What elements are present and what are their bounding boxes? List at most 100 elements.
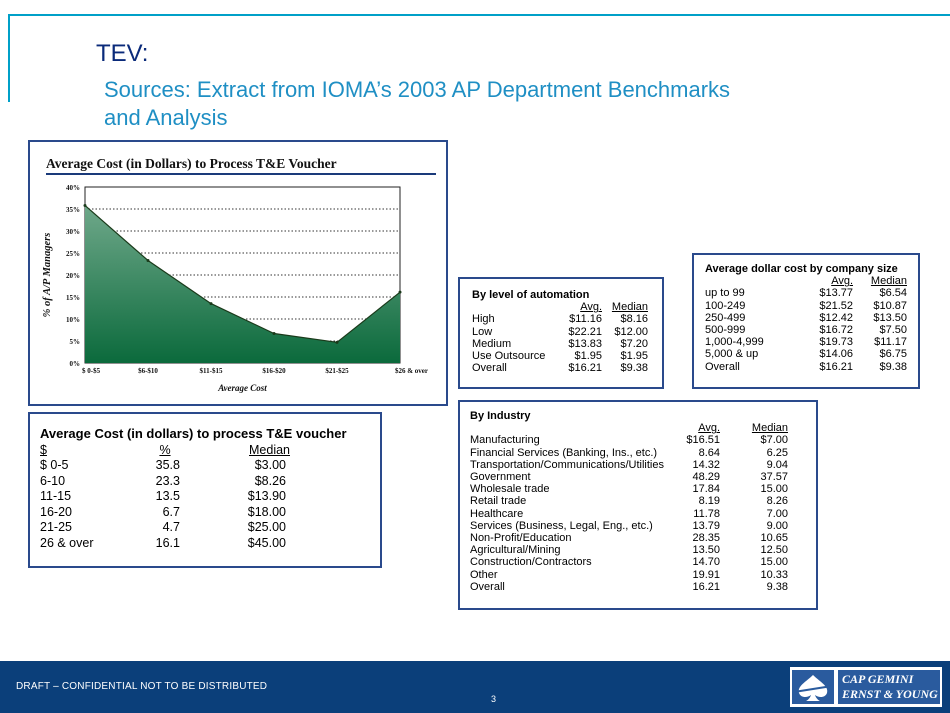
cell-median: $9.38 <box>879 360 907 373</box>
cell-median: 37.57 <box>760 471 788 483</box>
header-median: Median <box>751 422 788 435</box>
logo-line-1: CAP GEMINI <box>842 672 914 686</box>
cell-label: Wholesale trade <box>470 483 550 496</box>
cell-median: $7.20 <box>620 337 648 350</box>
cell-avg: $13.83 <box>568 337 602 350</box>
cell-median: 7.00 <box>766 507 788 520</box>
confidential-notice: DRAFT – CONFIDENTIAL NOT TO BE DISTRIBUT… <box>16 681 268 692</box>
cell-label: Construction/Contractors <box>470 556 592 569</box>
cell-range: 6-10 <box>40 473 66 488</box>
cell-label: 250-499 <box>705 311 746 324</box>
y-tick-label: 20% <box>66 272 80 280</box>
cell-range: 21-25 <box>40 520 72 534</box>
cell-label: Healthcare <box>470 507 524 520</box>
data-point <box>272 332 276 336</box>
cell-median: $13.50 <box>873 311 907 324</box>
data-point <box>83 203 87 207</box>
header-side-rule <box>8 14 10 102</box>
cell-median: 8.26 <box>766 495 788 508</box>
chart-title: Average Cost (in Dollars) to Process T&E… <box>46 156 337 171</box>
x-tick-label: $11-$15 <box>200 367 223 375</box>
cell-label: Transportation/Communications/Utilities <box>470 458 664 471</box>
company-table-title: Average dollar cost by company size <box>705 263 898 275</box>
slide-title: TEV: <box>96 40 149 67</box>
logo-line-2: ERNST & YOUNG <box>842 687 938 701</box>
header-percent: % <box>159 442 171 457</box>
y-tick-label: 15% <box>66 294 80 302</box>
cell-avg: 14.70 <box>692 556 720 569</box>
cell-avg: 28.35 <box>692 532 720 544</box>
cell-avg: 13.79 <box>692 519 720 532</box>
cell-percent: 23.3 <box>155 473 180 488</box>
cell-avg: 11.78 <box>693 507 720 520</box>
logo-wordmark <box>838 670 940 704</box>
cell-median: 15.00 <box>760 556 788 569</box>
y-tick-label: 5% <box>70 338 81 346</box>
slide-subtitle: Sources: Extract from IOMA’s 2003 AP Dep… <box>104 77 731 130</box>
data-point <box>335 340 339 344</box>
cell-label: Services (Business, Legal, Eng., etc.) <box>470 519 653 532</box>
page-number: 3 <box>491 694 497 704</box>
header-avg: Avg. <box>580 301 602 314</box>
cell-median: $8.26 <box>254 473 286 488</box>
industry-table: By Industry Avg. Median Manufacturing $16.51… <box>458 400 818 610</box>
industry-table-title: By Industry <box>470 410 531 422</box>
cell-median: $13.90 <box>247 489 286 503</box>
cell-label: Use Outsource <box>472 350 546 362</box>
cell-avg: $16.21 <box>819 360 853 373</box>
series-line-segment <box>147 259 212 305</box>
x-tick-label: $6-$10 <box>138 367 158 375</box>
cell-median: 6.25 <box>766 446 788 459</box>
area-fill <box>85 205 400 363</box>
cell-label: Other <box>470 568 498 581</box>
cell-median: $8.16 <box>620 313 648 326</box>
cell-label: Manufacturing <box>470 434 540 447</box>
cell-median: 10.65 <box>760 532 788 544</box>
x-axis-title: Average Cost <box>217 383 267 393</box>
cell-avg: $16.51 <box>686 434 720 447</box>
cost-table-body: Average Cost (in dollars) to process T&E… <box>40 426 370 561</box>
y-axis-title: % of A/P Managers <box>42 233 53 318</box>
automation-table-body: By level of automation Avg. Median High $11.… <box>472 289 652 384</box>
series-line-segment <box>336 291 401 343</box>
cell-percent: 6.7 <box>162 504 180 519</box>
cell-label: Medium <box>472 337 512 350</box>
header-rule <box>8 14 950 16</box>
cell-avg: $22.21 <box>568 325 602 338</box>
cell-median: 9.00 <box>766 519 788 532</box>
cell-median: $1.95 <box>620 350 648 362</box>
cell-avg: $1.95 <box>574 350 602 362</box>
cell-median: 9.04 <box>766 458 788 471</box>
automation-table: By level of automation Avg. Median High $11.… <box>458 277 664 389</box>
cell-label: Overall <box>705 360 740 373</box>
cell-avg: $11.16 <box>569 313 602 326</box>
cell-avg: 8.19 <box>698 495 720 508</box>
cell-label: 1,000-4,999 <box>705 336 764 349</box>
cell-median: $10.87 <box>873 299 907 312</box>
automation-table-title: By level of automation <box>472 289 590 301</box>
cell-label: Financial Services (Banking, Ins., etc.) <box>470 446 658 459</box>
spade-logo-icon <box>792 670 834 704</box>
data-point <box>209 302 213 306</box>
cell-avg: $14.06 <box>819 348 853 361</box>
cell-avg: 17.84 <box>692 483 720 496</box>
cell-median: $12.00 <box>614 325 648 338</box>
header-median: Median <box>870 275 907 288</box>
y-tick-label: 0% <box>70 360 81 368</box>
series-line-segment <box>273 332 338 343</box>
cell-median: $7.00 <box>760 434 788 447</box>
cell-range: 16-20 <box>40 504 72 519</box>
cell-range: $ 0-5 <box>40 458 69 472</box>
y-tick-label: 30% <box>66 228 80 236</box>
chart-panel: Average Cost (in Dollars) to Process T&E… <box>28 140 448 406</box>
cell-median: $45.00 <box>247 535 286 550</box>
cell-median: $6.54 <box>879 287 907 300</box>
cell-avg: $13.77 <box>819 287 853 300</box>
cell-avg: 13.50 <box>692 544 720 557</box>
company-size-table-body: Average dollar cost by company size Avg. M… <box>705 263 909 383</box>
cell-label: Overall <box>470 580 505 593</box>
header-median: Median <box>249 442 290 457</box>
x-tick-label: $ 0-$5 <box>82 367 101 375</box>
cell-percent: 16.1 <box>155 535 180 550</box>
series-line-segment <box>210 303 275 335</box>
